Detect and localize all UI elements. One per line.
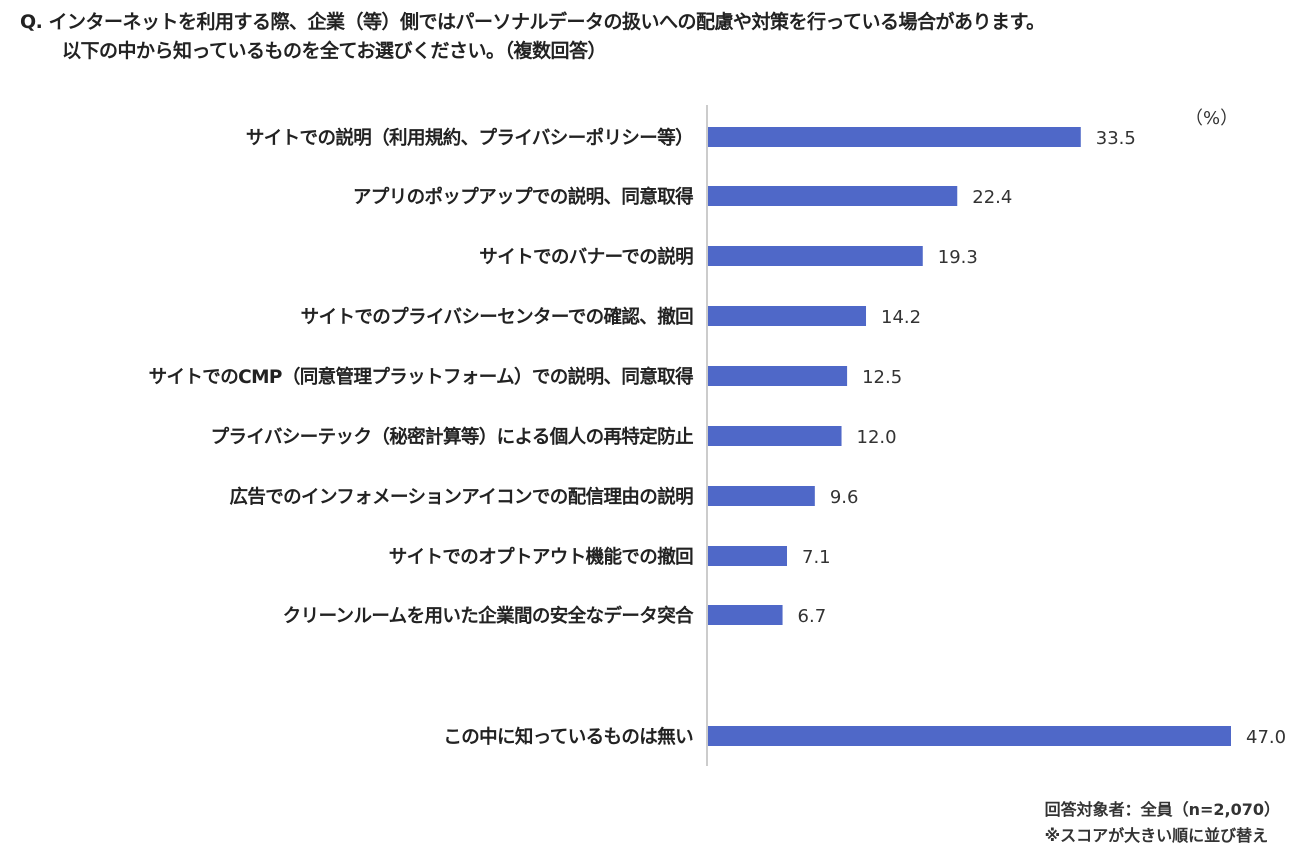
bar [708,246,923,266]
value-label: 47.0 [1246,727,1286,748]
category-label: クリーンルームを用いた企業間の安全なデータ突合 [283,605,694,627]
category-label: サイトでのオプトアウト機能での撤回 [389,546,693,568]
sort-note: ※スコアが大きい順に並び替え [1044,826,1269,845]
bar [708,486,815,506]
bar [708,366,848,386]
bar [708,426,842,446]
question-line-1: Q. インターネットを利用する際、企業（等）側ではパーソナルデータの扱いへの配慮… [20,11,1045,33]
category-label: この中に知っているものは無い [443,726,693,748]
bar [708,127,1081,147]
category-label: アプリのポップアップでの説明、同意取得 [353,186,693,208]
value-label: 22.4 [972,187,1012,208]
question-title: Q. インターネットを利用する際、企業（等）側ではパーソナルデータの扱いへの配慮… [20,8,1045,66]
category-label: サイトでの説明（利用規約、プライバシーポリシー等） [246,127,693,149]
category-label: 広告でのインフォメーションアイコンでの配信理由の説明 [229,486,693,508]
category-label: サイトでのプライバシーセンターでの確認、撤回 [301,306,693,328]
respondents-note: 回答対象者：全員（n=2,070） [1044,800,1280,819]
category-label: プライバシーテック（秘密計算等）による個人の再特定防止 [211,426,693,448]
bar [708,546,788,566]
category-label: サイトでのCMP（同意管理プラットフォーム）での説明、同意取得 [149,366,693,388]
value-label: 7.1 [802,547,831,568]
value-label: 19.3 [938,247,978,268]
value-label: 14.2 [881,307,921,328]
bar [708,306,867,326]
question-line-2: 以下の中から知っているものを全てお選びください。（複数回答） [62,40,606,62]
value-label: 9.6 [830,487,859,508]
value-label: 33.5 [1096,128,1136,149]
bar [708,605,783,625]
bar [708,186,958,206]
footnote: 回答対象者：全員（n=2,070） ※スコアが大きい順に並び替え [1045,797,1280,849]
value-label: 12.0 [857,427,897,448]
value-label: 12.5 [862,367,902,388]
category-label: サイトでのバナーでの説明 [479,246,693,268]
unit-label: （%） [1185,108,1238,129]
value-label: 6.7 [798,606,827,627]
bar [708,726,1231,746]
